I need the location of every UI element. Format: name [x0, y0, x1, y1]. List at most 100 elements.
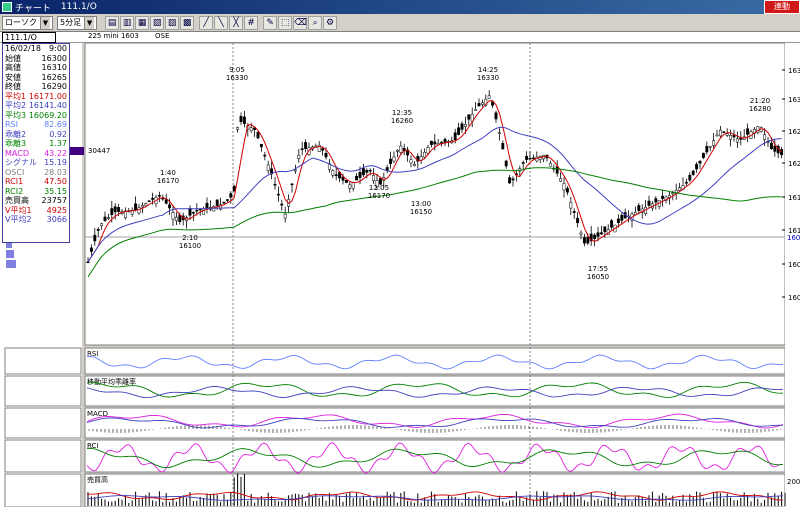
main-chart-panel [84, 42, 786, 346]
trend-line-icon[interactable]: ╱ [199, 15, 214, 30]
candle-body [712, 140, 716, 146]
candle-body [164, 199, 168, 204]
candle-body [718, 129, 722, 137]
candle-body [259, 143, 263, 148]
select-icon[interactable]: ⬚ [278, 15, 293, 30]
info-value: 16300 [41, 53, 67, 63]
macd-line [86, 413, 784, 429]
bar-icon[interactable]: ▧ [150, 15, 165, 30]
info-row: 平均2 16141.40 [3, 101, 69, 111]
price-axis-label: 161 [788, 194, 800, 202]
info-label: 乖離3 [5, 139, 27, 148]
candle-body [137, 207, 141, 214]
candle-body [722, 131, 726, 133]
chart-icon[interactable]: ▤ [105, 15, 120, 30]
info-value: 16265 [41, 72, 67, 82]
candle-body [780, 149, 784, 156]
candle-body [123, 210, 127, 219]
candle-body [698, 160, 702, 164]
candle-body [280, 203, 284, 206]
chevron-down-icon[interactable]: ▼ [84, 16, 95, 29]
candle-body [392, 156, 396, 162]
candle-body [565, 188, 569, 193]
bar-icon[interactable]: ▩ [180, 15, 195, 30]
info-value: 82.69 [44, 120, 67, 129]
info-row: 平均1 16171.00 [3, 92, 69, 102]
grid-icon[interactable]: # [244, 15, 259, 30]
info-label: RSI [5, 120, 18, 129]
candle-body [348, 184, 352, 189]
candle-body [695, 164, 699, 170]
price-axis-label: 160 [788, 294, 800, 302]
settings-icon[interactable]: ⚙ [323, 15, 338, 30]
candle-body [89, 247, 93, 252]
trend-line-icon[interactable]: ╳ [229, 15, 244, 30]
symbol-input[interactable]: 111.1/O [2, 32, 56, 43]
candle-body [576, 217, 580, 224]
candle-body [691, 170, 695, 175]
instrument-name: 225 mini 1603 [88, 32, 139, 40]
candle-body [497, 132, 501, 134]
info-label: RCI1 [5, 177, 24, 186]
candle-body [86, 261, 90, 264]
candle-body [589, 233, 593, 242]
candle-body [355, 175, 359, 181]
candle-body [324, 153, 328, 158]
interval-value: 5分足 [60, 18, 82, 27]
info-row: RSI 82.69 [3, 120, 69, 130]
current-price-label: 1605 [787, 234, 800, 242]
zoom-icon[interactable]: ⌕ [308, 15, 323, 30]
candle-body [266, 164, 270, 171]
chart-type-select[interactable]: ローソク ▼ [2, 15, 53, 30]
info-row: OSCI 28.03 [3, 168, 69, 178]
info-row: 平均3 16069.20 [3, 111, 69, 121]
info-label: OSCI [5, 167, 25, 177]
candle-body [440, 141, 444, 144]
annotation-time: 2:10 [182, 234, 198, 242]
candle-body [399, 145, 403, 153]
candle-body [457, 127, 461, 135]
info-row: シグナル 15.19 [3, 158, 69, 168]
bar-icon[interactable]: ▥ [120, 15, 135, 30]
pencil-icon[interactable]: ✎ [263, 15, 278, 30]
candle-body [511, 178, 515, 181]
annotation-price: 16050 [587, 273, 609, 281]
candle-body [297, 154, 301, 159]
annotation-time: 9:05 [229, 66, 245, 74]
info-row: 始値 16300 [3, 54, 69, 64]
candle-body [157, 195, 161, 197]
info-value: 16069.20 [28, 110, 67, 120]
info-row: V平均2 3066 [3, 215, 69, 225]
candle-body [174, 216, 178, 221]
candle-body [467, 114, 471, 120]
candle-body [688, 174, 692, 181]
candle-body [239, 116, 243, 123]
candle-body [769, 142, 773, 150]
info-label: 終値 [5, 82, 21, 91]
candle-body [361, 168, 365, 176]
subpanel-rci [84, 439, 786, 473]
candle-body [368, 169, 372, 172]
candle-body [531, 157, 535, 160]
subpanel-deviation [84, 375, 786, 407]
candle-body [334, 174, 338, 177]
candle-body [402, 148, 406, 151]
subpanel-left-macd [4, 407, 82, 439]
interval-select[interactable]: 5分足 ▼ [57, 15, 98, 30]
candle-body [191, 211, 195, 214]
candle-body [103, 216, 107, 221]
candle-body [528, 157, 532, 160]
candle-body [620, 214, 624, 221]
bar-icon[interactable]: ▦ [135, 15, 150, 30]
annotation-price: 16150 [410, 208, 432, 216]
annotation-price: 16330 [226, 74, 248, 82]
eraser-icon[interactable]: ⌫ [293, 15, 308, 30]
annotation-time: 17:55 [588, 265, 608, 273]
rci2-line [86, 447, 784, 469]
candle-body [463, 124, 467, 128]
trend-line-icon[interactable]: ╲ [214, 15, 229, 30]
bar-icon[interactable]: ▨ [165, 15, 180, 30]
info-value: 1.37 [49, 139, 67, 148]
chevron-down-icon[interactable]: ▼ [40, 16, 50, 29]
